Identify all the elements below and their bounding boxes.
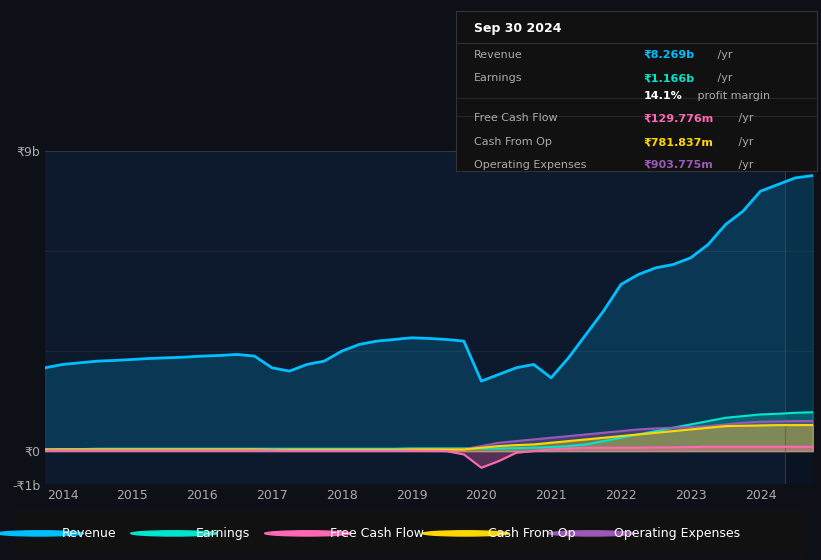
Text: Free Cash Flow: Free Cash Flow (474, 113, 557, 123)
Bar (785, 151, 813, 484)
Text: Earnings: Earnings (474, 73, 522, 83)
Text: ₹129.776m: ₹129.776m (644, 113, 713, 123)
Circle shape (131, 531, 218, 536)
Text: ₹8.269b: ₹8.269b (644, 49, 695, 59)
Circle shape (422, 531, 509, 536)
Text: Earnings: Earnings (196, 527, 250, 540)
Circle shape (264, 531, 351, 536)
Text: Cash From Op: Cash From Op (474, 137, 552, 147)
Text: /yr: /yr (714, 73, 733, 83)
Text: ₹781.837m: ₹781.837m (644, 137, 713, 147)
Text: /yr: /yr (714, 49, 733, 59)
Text: profit margin: profit margin (694, 91, 770, 101)
Text: 14.1%: 14.1% (644, 91, 682, 101)
Circle shape (548, 531, 635, 536)
Text: Sep 30 2024: Sep 30 2024 (474, 22, 562, 35)
Text: ₹1.166b: ₹1.166b (644, 73, 695, 83)
Text: Operating Expenses: Operating Expenses (614, 527, 740, 540)
Text: Revenue: Revenue (62, 527, 117, 540)
Text: ₹903.775m: ₹903.775m (644, 160, 713, 170)
Text: Revenue: Revenue (474, 49, 522, 59)
Text: Cash From Op: Cash From Op (488, 527, 576, 540)
Text: Operating Expenses: Operating Expenses (474, 160, 586, 170)
Text: /yr: /yr (735, 160, 753, 170)
Text: Free Cash Flow: Free Cash Flow (330, 527, 424, 540)
Text: /yr: /yr (735, 113, 753, 123)
Text: /yr: /yr (735, 137, 753, 147)
Circle shape (0, 531, 84, 536)
